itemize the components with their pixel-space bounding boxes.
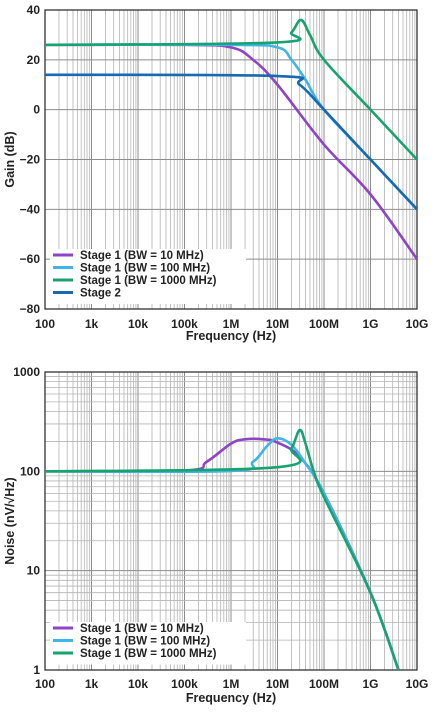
x-tick-label: 100 [35,317,55,331]
legend-label: Stage 1 (BW = 100 MHz) [80,636,210,648]
legend-label: Stage 1 (BW = 1000 MHz) [80,275,217,287]
x-tick-label: 1G [362,677,378,691]
x-axis-label: Frequency (Hz) [186,329,276,343]
y-tick-label: 10 [27,564,41,578]
legend-label: Stage 2 [80,288,121,300]
x-tick-label: 100k [171,317,198,331]
y-tick-label: 100 [20,464,40,478]
y-axis-label: Noise (nV/√Hz) [3,477,17,564]
y-tick-label: 40 [27,3,41,17]
legend-label: Stage 1 (BW = 10 MHz) [80,250,204,262]
legend-label: Stage 1 (BW = 1000 MHz) [80,648,217,660]
noise-chart: 100 1k 10k 100k 1M 10M 100M 1G 10G 1000 100 10 1 Freq… [3,365,428,705]
x-tick-label: 10M [266,677,289,691]
y-tick-label: −40 [20,202,41,216]
x-tick-label: 10G [406,317,429,331]
y-axis-label: Gain (dB) [3,131,17,187]
x-tick-label: 1k [85,677,99,691]
x-tick-label: 1M [223,677,240,691]
series-line-3 [45,18,417,161]
x-tick-label: 10k [128,317,148,331]
legend-box [50,249,246,304]
x-tick-label: 10M [266,317,289,331]
legend-label: Stage 1 (BW = 10 MHz) [80,623,204,635]
y-tick-label: 1000 [13,365,40,379]
y-tick-label: 1 [33,663,40,677]
series-line-4 [45,73,417,211]
y-tick-label: 0 [33,103,40,117]
x-tick-label: 100M [309,317,339,331]
legend-box [50,622,246,665]
y-tick-label: −60 [20,252,41,266]
y-tick-label: 20 [27,53,41,67]
x-tick-label: 10G [406,677,429,691]
y-tick-label: −20 [20,153,41,167]
x-tick-label: 100k [171,677,198,691]
plot-frame [44,371,418,671]
x-axis-label: Frequency (Hz) [186,691,276,705]
x-tick-label: 10k [128,677,148,691]
x-tick-label: 100 [35,677,55,691]
y-tick-label: −80 [20,302,41,316]
series-line-3 [45,428,400,670]
x-tick-label: 1M [223,317,240,331]
legend-label: Stage 1 (BW = 100 MHz) [80,263,210,275]
x-tick-label: 100M [309,677,339,691]
x-tick-label: 1G [362,317,378,331]
gain-chart: 100 1k 10k 100k 1M 10M 100M 1G 10G 40 20 0 −20 −40 −60… [3,3,428,343]
x-tick-label: 1k [85,317,99,331]
